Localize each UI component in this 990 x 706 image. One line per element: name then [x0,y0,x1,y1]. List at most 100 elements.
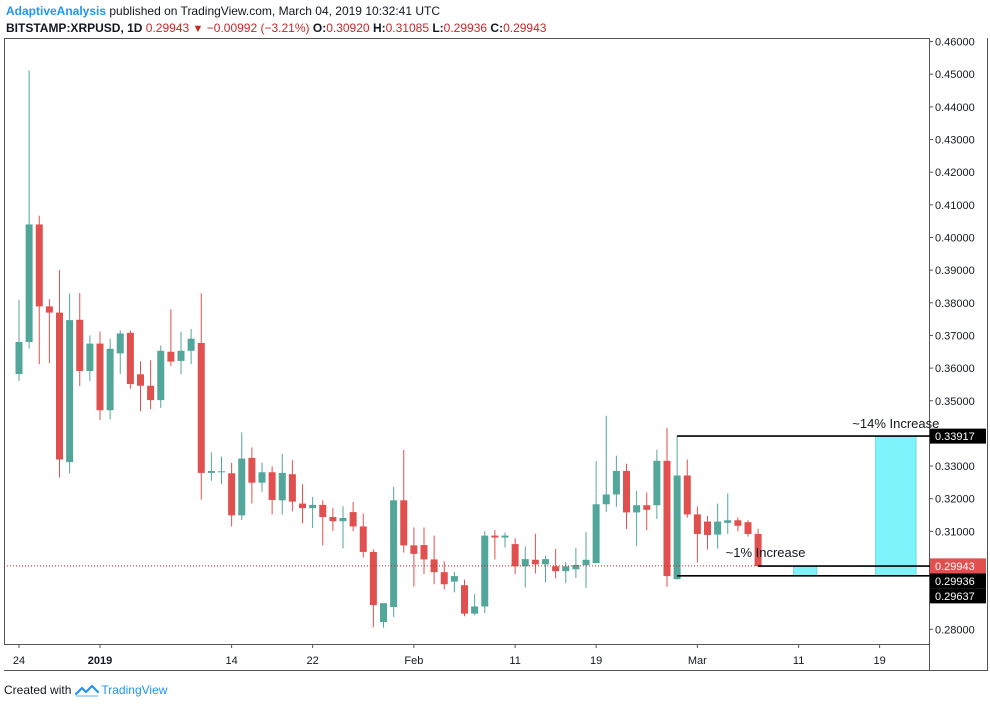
x-tick-label: 19 [590,655,602,667]
candle-body [481,535,489,607]
candle-up[interactable] [187,328,195,365]
large-increase-box[interactable] [875,435,917,577]
candle-down[interactable] [400,450,408,553]
candle-down[interactable] [430,535,438,585]
candle-up[interactable] [258,462,266,492]
candle-up[interactable] [714,503,722,549]
candle-down[interactable] [663,427,671,587]
candle-down[interactable] [56,270,63,478]
candle-down[interactable] [410,527,418,587]
candle-down[interactable] [197,293,205,500]
price-label-text: 0.33917 [935,431,975,443]
candle-down[interactable] [643,492,651,531]
candle-down[interactable] [288,460,296,512]
candle-down[interactable] [359,513,367,558]
candle-down[interactable] [461,579,468,617]
candle-up[interactable] [582,532,590,589]
candle-up[interactable] [106,338,114,420]
candle-up[interactable] [309,497,317,529]
candle-up[interactable] [177,331,185,375]
candle-body [278,472,286,501]
candle-up[interactable] [25,70,33,349]
created-with-text: Created with [4,683,72,697]
candle-down[interactable] [744,520,752,537]
candle-up[interactable] [116,330,124,374]
candle-down[interactable] [147,360,155,410]
candle-down[interactable] [349,501,357,532]
candle-up[interactable] [218,456,225,485]
candle-up[interactable] [602,415,610,512]
candle-up[interactable] [380,603,387,628]
candle-down[interactable] [683,459,691,518]
candle-up[interactable] [238,432,246,520]
candle-down[interactable] [531,533,539,574]
candle-body [268,472,276,501]
candle-up[interactable] [15,299,23,381]
candle-down[interactable] [491,530,499,560]
candle-down[interactable] [329,507,337,532]
candle-up[interactable] [66,293,74,474]
candle-down[interactable] [704,516,711,550]
candle-down[interactable] [126,330,134,389]
candle-up[interactable] [572,548,580,579]
candle-up[interactable] [86,335,94,382]
candle-up[interactable] [207,452,215,481]
candle-body [369,551,377,606]
candle-down[interactable] [623,463,630,530]
tradingview-brand[interactable]: TradingView [101,683,168,697]
y-tick-label: 0.37000 [935,330,975,342]
candle-up[interactable] [390,486,398,617]
candle-down[interactable] [299,484,306,524]
candle-body [319,504,327,517]
candle-down[interactable] [511,538,519,575]
candle-up[interactable] [339,506,347,549]
candle-body [461,585,468,614]
candle-down[interactable] [35,215,43,365]
candle-up[interactable] [450,571,458,593]
candle-up[interactable] [724,493,732,534]
candle-body [693,514,701,534]
candle-body [207,470,215,473]
candle-down[interactable] [137,361,144,412]
small-increase-box[interactable] [793,565,818,577]
author-link[interactable]: AdaptiveAnalysis [6,4,107,18]
low-value: 0.29936 [443,21,488,35]
candle-up[interactable] [633,490,641,547]
candle-down[interactable] [734,517,742,532]
candle-up[interactable] [592,461,600,564]
candle-down[interactable] [754,528,762,566]
candle-up[interactable] [542,555,549,583]
large-increase-label: ~14% Increase [852,416,939,431]
candle-up[interactable] [612,455,620,507]
candle-down[interactable] [228,462,236,527]
candle-down[interactable] [319,500,327,546]
candle-up[interactable] [521,546,529,588]
candle-up[interactable] [653,449,661,519]
candle-body [25,224,33,342]
candle-down[interactable] [76,293,84,387]
candle-down[interactable] [440,561,448,590]
candle-up[interactable] [157,345,165,408]
candle-up[interactable] [501,532,509,548]
candle-down[interactable] [96,331,104,421]
candle-body [106,348,114,411]
candle-body [359,526,367,552]
candle-up[interactable] [673,435,681,580]
chart-header: AdaptiveAnalysis published on TradingVie… [6,4,440,19]
candle-body [754,533,762,566]
candle-up[interactable] [481,531,489,613]
candle-down[interactable] [167,309,175,366]
candle-up[interactable] [278,453,286,515]
candle-down[interactable] [248,447,256,504]
candle-down[interactable] [369,549,377,628]
y-tick-label: 0.31000 [935,526,975,538]
candle-down[interactable] [552,548,560,579]
y-tick-label: 0.36000 [935,363,975,375]
candle-down[interactable] [268,466,276,515]
candle-up[interactable] [562,562,570,584]
candle-down[interactable] [45,299,53,364]
candle-down[interactable] [693,506,701,563]
candle-up[interactable] [471,594,479,616]
candle-down[interactable] [420,527,428,575]
